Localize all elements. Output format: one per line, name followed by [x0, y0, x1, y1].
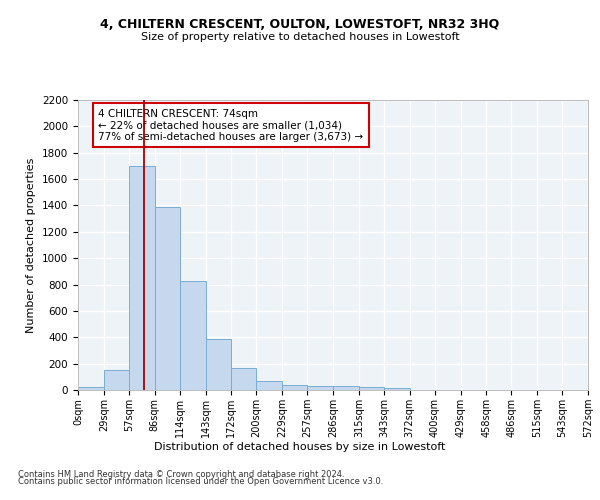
Text: Contains public sector information licensed under the Open Government Licence v3: Contains public sector information licen…	[18, 478, 383, 486]
Text: Size of property relative to detached houses in Lowestoft: Size of property relative to detached ho…	[140, 32, 460, 42]
Bar	[256, 382, 282, 390]
Bar	[232, 368, 256, 390]
Bar	[179, 280, 205, 390]
Y-axis label: Number of detached properties: Number of detached properties	[26, 158, 37, 332]
Text: Distribution of detached houses by size in Lowestoft: Distribution of detached houses by size …	[154, 442, 446, 452]
Bar	[205, 339, 232, 390]
Bar	[155, 207, 179, 390]
Bar	[307, 386, 333, 390]
Text: 4 CHILTERN CRESCENT: 74sqm
← 22% of detached houses are smaller (1,034)
77% of s: 4 CHILTERN CRESCENT: 74sqm ← 22% of deta…	[98, 108, 364, 142]
Text: 4, CHILTERN CRESCENT, OULTON, LOWESTOFT, NR32 3HQ: 4, CHILTERN CRESCENT, OULTON, LOWESTOFT,…	[100, 18, 500, 30]
Bar	[333, 386, 359, 390]
Bar	[104, 370, 129, 390]
Bar	[78, 388, 104, 390]
Bar	[129, 166, 155, 390]
Bar	[359, 388, 384, 390]
Bar	[384, 388, 410, 390]
Text: Contains HM Land Registry data © Crown copyright and database right 2024.: Contains HM Land Registry data © Crown c…	[18, 470, 344, 479]
Bar	[282, 386, 307, 390]
